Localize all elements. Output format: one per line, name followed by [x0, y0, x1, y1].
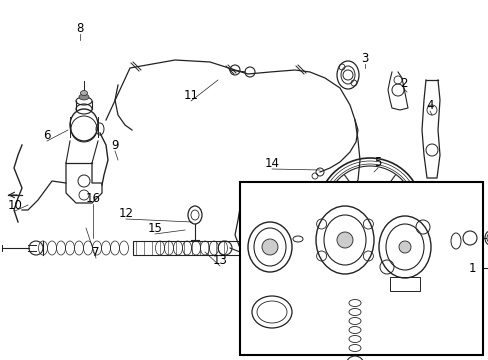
Text: 14: 14: [264, 157, 279, 170]
Text: 8: 8: [76, 22, 83, 35]
Bar: [240, 182, 482, 355]
Bar: [133, 241, 252, 255]
Text: 4: 4: [426, 99, 433, 112]
Text: 5: 5: [373, 156, 381, 168]
Ellipse shape: [79, 94, 89, 100]
Text: 11: 11: [183, 89, 198, 102]
Circle shape: [262, 239, 278, 255]
Text: 6: 6: [43, 129, 51, 141]
Text: 10: 10: [7, 198, 22, 212]
Text: 2: 2: [400, 77, 407, 90]
Ellipse shape: [81, 90, 87, 95]
Text: 9: 9: [111, 139, 119, 152]
Text: 12: 12: [118, 207, 133, 220]
Text: 1: 1: [468, 261, 475, 274]
Text: 16: 16: [85, 192, 101, 204]
Text: 3: 3: [361, 51, 368, 64]
Text: 7: 7: [92, 246, 100, 258]
Text: 15: 15: [147, 221, 162, 234]
Text: 13: 13: [212, 253, 227, 266]
Bar: [389, 277, 419, 291]
Circle shape: [336, 232, 352, 248]
Circle shape: [398, 241, 410, 253]
